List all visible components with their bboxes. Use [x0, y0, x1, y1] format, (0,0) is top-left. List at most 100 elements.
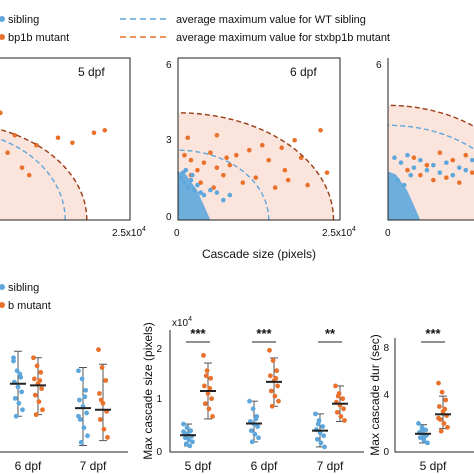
data-point-mutant — [210, 414, 215, 419]
data-point-wt — [183, 167, 189, 173]
data-point-mutant — [340, 396, 346, 402]
data-point-mutant — [438, 428, 444, 434]
data-point-wt — [189, 172, 195, 178]
data-point-mutant — [424, 162, 430, 168]
dot-panel-max-size: Max cascade size (pixels) x104 2 1 0 5 d… — [141, 316, 364, 473]
data-point-mutant — [341, 406, 346, 412]
data-point-wt — [20, 407, 25, 413]
wt-point-cluster — [178, 171, 211, 220]
data-point-mutant — [443, 397, 449, 403]
y-axis-label: Max cascade size (pixels) — [141, 322, 155, 459]
data-point-wt — [321, 433, 326, 439]
axes-frame — [0, 57, 131, 221]
y-tick-label-1: 1 — [156, 394, 162, 405]
wt-point-cluster — [388, 171, 421, 220]
data-point-wt — [422, 434, 428, 439]
data-point-wt — [392, 155, 397, 160]
data-point-mutant — [246, 147, 252, 153]
data-point-mutant — [444, 175, 449, 180]
mutant-average-region — [388, 105, 474, 220]
data-point-mutant — [436, 380, 441, 386]
data-point-mutant — [450, 157, 456, 163]
data-point-wt — [405, 152, 410, 158]
data-point-mutant — [91, 130, 97, 136]
data-point-wt — [423, 427, 429, 433]
data-point-mutant — [0, 110, 3, 116]
category-label-5dpf: 5 dpf — [185, 459, 212, 473]
data-point-wt — [221, 197, 226, 203]
data-point-wt — [252, 431, 258, 437]
data-point-wt — [188, 428, 194, 434]
y-tick-label-0: 0 — [383, 447, 389, 458]
data-point-mutant — [202, 383, 207, 389]
data-point-wt — [198, 190, 203, 195]
data-point-mutant — [55, 135, 61, 141]
data-point-mutant — [103, 378, 109, 383]
data-point-mutant — [19, 165, 25, 170]
data-point-mutant — [36, 399, 42, 405]
data-point-mutant — [441, 421, 447, 426]
data-point-mutant — [207, 386, 213, 391]
x-tick-label-max: 2.5x104 — [112, 226, 146, 239]
axes-frame — [387, 58, 474, 221]
data-point-mutant — [101, 426, 107, 432]
category-label-5dpf: 5 dpf — [420, 459, 447, 473]
data-point-mutant — [70, 140, 75, 146]
data-point-mutant — [431, 177, 436, 183]
y-tick-label-2: 2 — [156, 344, 162, 355]
data-point-mutant — [456, 180, 462, 185]
data-point-mutant — [292, 137, 297, 143]
data-point-mutant — [33, 412, 39, 418]
legend-label-mutant: b mutant — [8, 300, 51, 312]
data-point-mutant — [270, 358, 276, 363]
data-point-mutant — [418, 172, 423, 178]
y-tick-label-8: 8 — [383, 343, 389, 354]
data-point-mutant — [318, 127, 323, 133]
data-point-wt — [227, 192, 233, 198]
data-point-mutant — [240, 180, 246, 185]
data-point-mutant — [266, 157, 272, 163]
data-point-wt — [256, 435, 261, 441]
data-point-mutant — [214, 165, 220, 170]
data-point-mutant — [273, 375, 279, 381]
data-point-wt — [416, 421, 421, 426]
data-point-wt — [250, 406, 256, 412]
data-point-wt — [12, 395, 18, 401]
data-point-mutant — [437, 404, 442, 409]
data-point-wt — [208, 187, 213, 193]
data-point-mutant — [335, 393, 341, 399]
data-point-mutant — [208, 150, 213, 156]
data-point-mutant — [105, 434, 110, 440]
legend-label-mutant: bp1b mutant — [8, 32, 69, 44]
data-point-mutant — [234, 152, 239, 158]
significance-5dpf: *** — [190, 326, 206, 341]
wt-average-curve — [0, 138, 66, 221]
data-point-mutant — [5, 150, 10, 156]
data-point-mutant — [31, 355, 36, 361]
data-point-mutant — [463, 152, 469, 158]
data-point-mutant — [439, 389, 445, 395]
y-tick-label-6: 6 — [166, 60, 172, 71]
data-point-wt — [249, 439, 255, 445]
data-point-mutant — [445, 424, 450, 430]
data-point-mutant — [96, 347, 101, 353]
data-point-wt — [469, 157, 474, 163]
data-point-mutant — [276, 398, 281, 404]
panel-label-5dpf: 5 dpf — [78, 65, 105, 79]
x-tick-label-0: 0 — [385, 228, 391, 239]
data-point-mutant — [198, 180, 203, 185]
data-point-mutant — [282, 167, 288, 173]
scatter-panel-5dpf: 5 dpf 2.5x104 — [0, 57, 146, 239]
data-point-wt — [314, 436, 320, 442]
mutant-average-curve — [0, 128, 88, 221]
data-point-wt — [184, 425, 190, 430]
category-label-7dpf: 7 dpf — [80, 459, 107, 473]
category-label-6dpf: 6 dpf — [15, 459, 42, 473]
data-point-mutant — [26, 172, 32, 178]
data-point-wt — [450, 172, 456, 178]
data-point-wt — [182, 435, 188, 441]
data-point-wt — [417, 435, 423, 441]
data-point-wt — [13, 413, 19, 419]
data-point-mutant — [32, 376, 37, 382]
